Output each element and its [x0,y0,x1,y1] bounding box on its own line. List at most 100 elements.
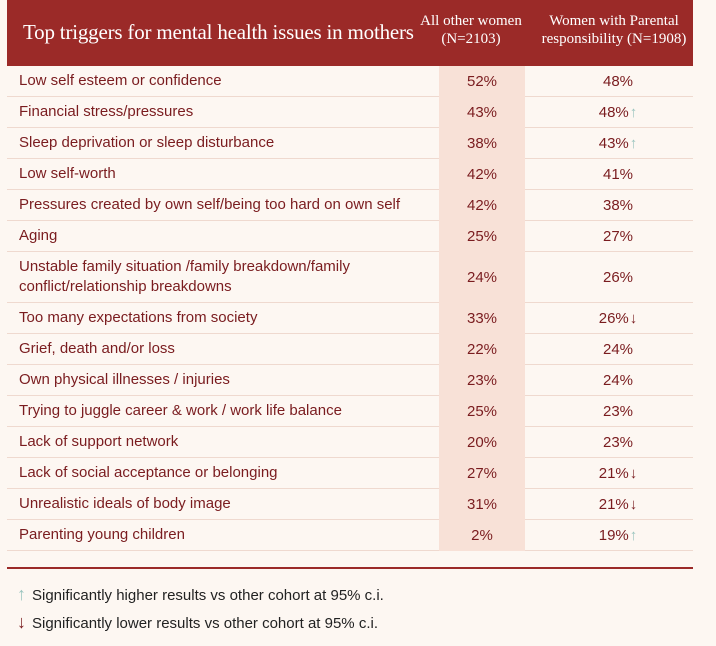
highlight-column-cell [439,396,525,427]
value-text: 48% [598,103,629,121]
value-text: 21% [598,464,629,482]
table-row: Trying to juggle career & work / work li… [7,396,693,427]
row-label: Own physical illnesses / injuries [19,371,230,388]
value-all-other-women: 22% [427,334,537,364]
value-parental: 43% ↑ [563,128,673,158]
row-label: Unstable family situation /family breakd… [19,258,350,295]
value-parental: 41% [563,159,673,189]
arrow-down-icon: ↓ [629,495,638,513]
value-text: 23% [602,402,634,420]
value-parental: 23% [563,396,673,426]
highlight-column-cell [439,97,525,128]
table-header: Top triggers for mental health issues in… [7,0,693,66]
row-label: Too many expectations from society [19,309,258,326]
column-header-label: Women with Parental responsibility (N=19… [541,13,687,47]
triggers-table: Top triggers for mental health issues in… [7,0,693,551]
row-label: Grief, death and/or loss [19,340,175,357]
highlight-column-cell [439,252,525,303]
value-parental: 48% [563,66,673,96]
value-parental: 27% [563,221,673,251]
value-text: 42% [466,196,498,214]
row-label: Trying to juggle career & work / work li… [19,402,342,419]
value-text: 20% [466,433,498,451]
value-text: 31% [466,495,498,513]
row-label: Low self esteem or confidence [19,72,222,89]
table-title: Top triggers for mental health issues in… [23,20,414,44]
highlight-column-cell [439,190,525,221]
value-text: 24% [602,340,634,358]
arrow-down-icon: ↓ [629,464,638,482]
value-text: 26% [598,309,629,327]
value-parental: 26% ↓ [563,303,673,333]
highlight-column-cell [439,365,525,396]
table-row: Low self-worth 42% 41% [7,159,693,190]
value-text: 43% [466,103,498,121]
column-header-label: All other women (N=2103) [420,13,522,47]
value-text: 27% [602,227,634,245]
table-row: Aging 25% 27% [7,221,693,252]
value-text: 25% [466,227,498,245]
arrow-up-icon: ↑ [629,103,638,121]
value-text: 2% [471,526,493,544]
row-label: Lack of social acceptance or belonging [19,464,278,481]
value-all-other-women: 31% [427,489,537,519]
row-label: Low self-worth [19,165,116,182]
column-header-parental: Women with Parental responsibility (N=19… [538,12,690,48]
value-all-other-women: 23% [427,365,537,395]
value-all-other-women: 42% [427,190,537,220]
legend-up-text: Significantly higher results vs other co… [32,587,384,604]
table-row: Unstable family situation /family breakd… [7,252,693,303]
row-label: Sleep deprivation or sleep disturbance [19,134,275,151]
highlight-column-cell [439,221,525,252]
table-row: Financial stress/pressures 43% 48% ↑ [7,97,693,128]
arrow-up-icon: ↑ [629,134,638,152]
value-all-other-women: 52% [427,66,537,96]
row-label: Pressures created by own self/being too … [19,196,401,213]
highlight-column-cell [439,159,525,190]
table-row: Pressures created by own self/being too … [7,190,693,221]
column-header-all-other-women: All other women (N=2103) [413,12,529,48]
row-label: Lack of support network [19,433,179,450]
value-parental: 38% [563,190,673,220]
row-label: Financial stress/pressures [19,103,194,120]
highlight-column-cell [439,458,525,489]
value-text: 22% [466,340,498,358]
highlight-column-cell [439,427,525,458]
value-text: 27% [466,464,498,482]
highlight-column-cell [439,303,525,334]
table-bottom-rule [7,567,693,569]
value-text: 42% [466,165,498,183]
value-all-other-women: 2% [427,520,537,550]
value-text: 41% [602,165,634,183]
value-parental: 21% ↓ [563,489,673,519]
value-all-other-women: 27% [427,458,537,488]
value-text: 23% [466,371,498,389]
table-row: Grief, death and/or loss 22% 24% [7,334,693,365]
value-text: 25% [466,402,498,420]
table-row: Low self esteem or confidence 52% 48% [7,66,693,97]
table-body: Low self esteem or confidence 52% 48% Finan… [7,66,693,551]
table-row: Sleep deprivation or sleep disturbance 38… [7,128,693,159]
value-parental: 26% [563,252,673,302]
legend-down: ↓ Significantly lower results vs other co… [16,612,378,633]
value-text: 38% [602,196,634,214]
value-parental: 48% ↑ [563,97,673,127]
table-row: Own physical illnesses / injuries 23% 24% [7,365,693,396]
value-text: 52% [466,72,498,90]
arrow-up-icon: ↑ [629,526,638,544]
arrow-down-icon: ↓ [17,612,26,632]
value-text: 23% [602,433,634,451]
row-label: Parenting young children [19,526,185,543]
value-all-other-women: 24% [427,252,537,302]
value-text: 21% [598,495,629,513]
value-all-other-women: 38% [427,128,537,158]
value-parental: 21% ↓ [563,458,673,488]
highlight-column-cell [439,66,525,97]
row-label: Unrealistic ideals of body image [19,495,231,512]
value-all-other-women: 43% [427,97,537,127]
value-text: 33% [466,309,498,327]
value-parental: 24% [563,334,673,364]
table-row: Parenting young children 2% 19% ↑ [7,520,693,551]
highlight-column-cell [439,520,525,551]
value-all-other-women: 20% [427,427,537,457]
